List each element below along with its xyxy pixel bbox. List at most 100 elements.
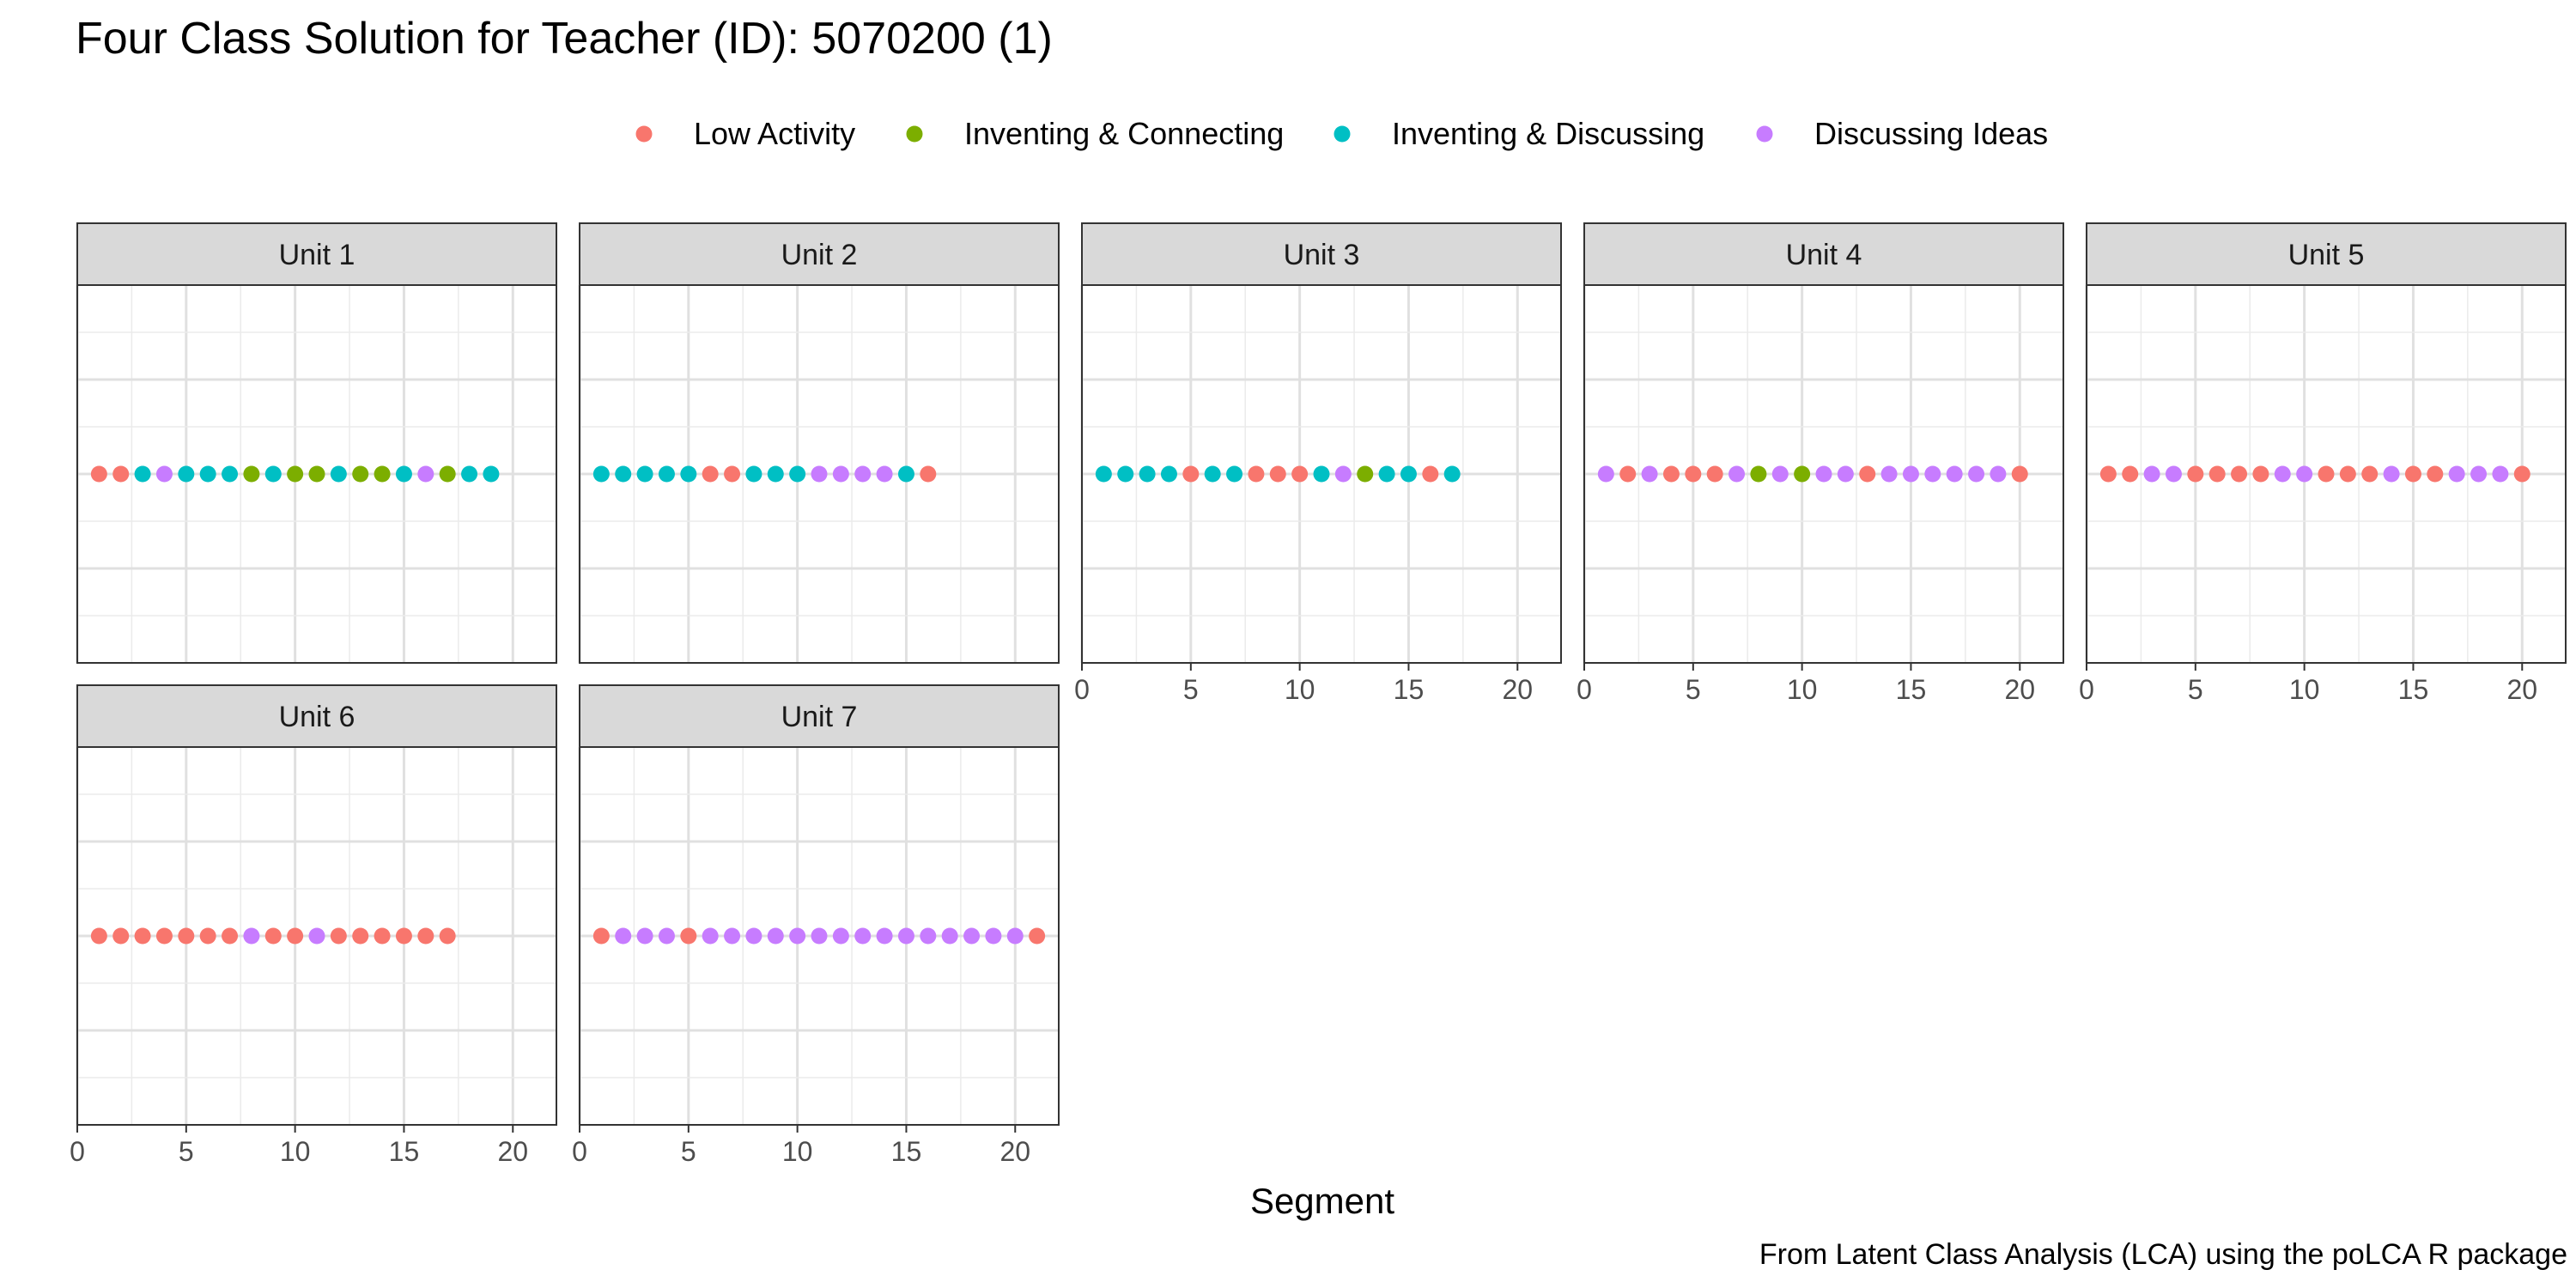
point-segment-7-inventing-and-discussing [222,465,239,483]
legend-label-inventing-and-discussing: Inventing & Discussing [1392,116,1704,151]
x-tick-label: 10 [782,1136,813,1167]
point-segment-19-discussing-ideas [985,927,1002,945]
point-segment-6-low-activity [702,465,719,483]
point-segment-5-low-activity [680,927,697,945]
point-segment-1-discussing-ideas [1597,465,1614,483]
facet-panels: Unit 1 Unit 2 Unit 3 0 5 10 15 20 Unit 4 0 5 10 15 20… [70,222,2567,1167]
point-segment-18-inventing-and-discussing [461,465,478,483]
x-axis: 0 5 10 15 20 [1577,663,2035,705]
point-segment-12-discussing-ideas [832,927,849,945]
point-segment-16-discussing-ideas [920,927,937,945]
point-segment-12-discussing-ideas [832,465,849,483]
legend-label-discussing-ideas: Discussing Ideas [1814,116,2048,151]
point-segment-5-low-activity [1685,465,1702,483]
x-tick-label: 20 [2506,674,2537,705]
point-segment-21-low-activity [1029,927,1046,945]
point-segment-1-low-activity [90,465,107,483]
point-segment-12-low-activity [330,927,347,945]
legend-key-inventing-and-discussing [1334,125,1351,143]
point-segment-7-inventing-and-discussing [1226,465,1243,483]
point-segment-9-low-activity [264,927,282,945]
legend-key-discussing-ideas [1756,125,1773,143]
point-segment-7-low-activity [222,927,239,945]
point-segment-2-low-activity [112,465,130,483]
point-segment-20-low-activity [2513,465,2530,483]
point-segment-6-inventing-and-discussing [199,465,216,483]
point-segment-5-low-activity [178,927,195,945]
point-segment-11-discussing-ideas [1815,465,1832,483]
facet-panel-border [579,746,1060,1126]
point-segment-7-discussing-ideas [724,927,741,945]
point-segment-9-low-activity [1269,465,1286,483]
point-segment-2-inventing-and-discussing [1117,465,1134,483]
facet-points [90,927,456,945]
point-segment-16-low-activity [417,927,434,945]
x-tick-label: 20 [2004,674,2035,705]
point-segment-5-low-activity [1182,465,1200,483]
facet-panel-border [76,746,557,1126]
facet-points [1095,465,1461,483]
legend-key-inventing-and-connecting [906,125,923,143]
x-tick-label: 10 [1787,674,1818,705]
point-segment-3-inventing-and-discussing [134,465,151,483]
facet-unit-6: Unit 6 0 5 10 15 20 [70,684,557,1167]
point-segment-9-discussing-ideas [2274,465,2291,483]
point-segment-6-low-activity [1706,465,1723,483]
facet-strip-label: Unit 4 [1786,239,1862,271]
point-segment-3-inventing-and-discussing [636,465,653,483]
point-segment-11-discussing-ideas [811,465,828,483]
facet-panel-border [579,284,1060,664]
point-segment-9-discussing-ideas [767,927,784,945]
point-segment-3-low-activity [134,927,151,945]
point-segment-15-inventing-and-discussing [395,465,412,483]
point-segment-14-discussing-ideas [2383,465,2400,483]
point-segment-12-inventing-and-discussing [330,465,347,483]
point-segment-1-low-activity [90,927,107,945]
facet-strip [1583,222,2064,286]
point-segment-1-low-activity [2099,465,2117,483]
point-segment-14-discussing-ideas [876,927,893,945]
facet-strip-label: Unit 3 [1284,239,1360,271]
facet-unit-3: Unit 3 0 5 10 15 20 [1074,222,1562,705]
point-segment-12-discussing-ideas [1837,465,1854,483]
point-segment-10-low-activity [1291,465,1309,483]
facet-points [90,465,500,483]
x-tick-label: 5 [179,1136,194,1167]
point-segment-4-low-activity [155,927,173,945]
point-segment-13-discussing-ideas [854,465,872,483]
facet-strip-label: Unit 6 [279,701,355,733]
point-segment-18-discussing-ideas [2470,465,2488,483]
legend-label-inventing-and-connecting: Inventing & Connecting [964,116,1284,151]
point-segment-8-low-activity [2252,465,2269,483]
facet-grid [76,747,556,1125]
x-tick-label: 20 [1502,674,1533,705]
facet-strip [579,684,1060,748]
facet-panel-border [2086,284,2567,664]
x-tick-label: 15 [1394,674,1425,705]
point-segment-8-low-activity [1248,465,1265,483]
point-segment-14-inventing-and-connecting [374,465,391,483]
point-segment-19-inventing-and-discussing [483,465,500,483]
point-segment-16-low-activity [920,465,937,483]
legend-item-inventing-and-discussing: Inventing & Discussing [1334,116,1704,151]
facet-points [2099,465,2530,483]
legend-item-discussing-ideas: Discussing Ideas [1756,116,2048,151]
point-segment-17-inventing-and-connecting [439,465,456,483]
x-axis-title: Segment [1250,1181,1394,1221]
point-segment-4-inventing-and-discussing [1160,465,1177,483]
facet-strip-label: Unit 5 [2288,239,2365,271]
point-segment-14-discussing-ideas [1880,465,1898,483]
point-segment-2-inventing-and-discussing [615,465,632,483]
x-tick-label: 0 [572,1136,587,1167]
point-segment-9-inventing-and-discussing [264,465,282,483]
point-segment-4-discussing-ideas [155,465,173,483]
point-segment-14-discussing-ideas [876,465,893,483]
point-segment-2-low-activity [2122,465,2139,483]
point-segment-13-discussing-ideas [854,927,872,945]
point-segment-16-discussing-ideas [1924,465,1941,483]
point-segment-20-discussing-ideas [1006,927,1024,945]
facet-panel-border [1081,284,1562,664]
facet-points [1597,465,2028,483]
point-segment-18-discussing-ideas [963,927,981,945]
point-segment-10-inventing-and-discussing [789,465,806,483]
